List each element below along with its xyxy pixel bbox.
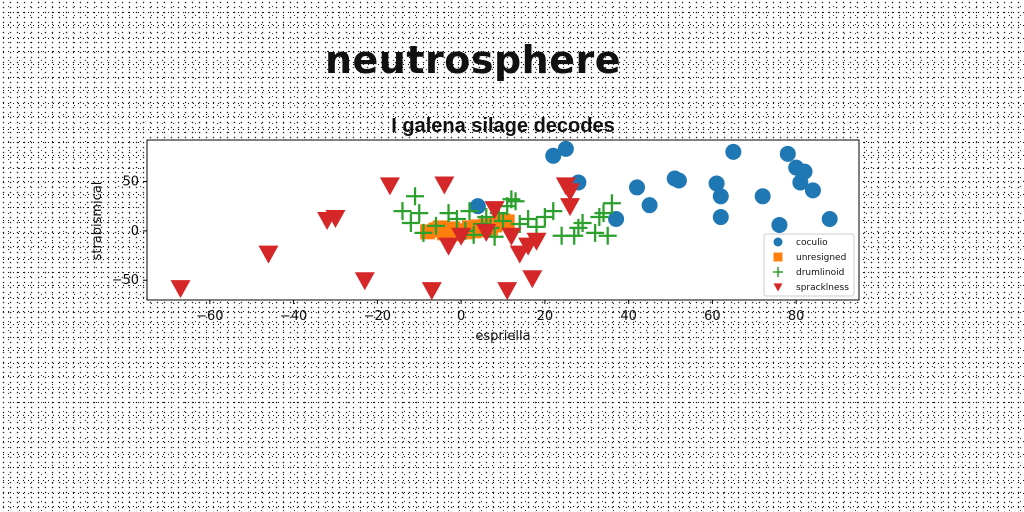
spracklness-point — [476, 223, 497, 242]
spracklness-point — [560, 183, 581, 202]
y-tick-label: −50 — [112, 273, 139, 288]
x-tick-label: −20 — [364, 309, 391, 324]
coculio-point — [725, 143, 742, 160]
drumlinoid-point — [406, 187, 425, 206]
drumlinoid-point — [464, 225, 483, 244]
drumlinoid-point — [565, 226, 584, 245]
spracklness-point — [379, 177, 400, 196]
drumlinoid-point — [477, 208, 496, 227]
spracklness-point — [526, 232, 547, 251]
legend-marker-drumlinoid — [773, 267, 783, 277]
x-tick-label: −40 — [280, 309, 307, 324]
drumlinoid-point — [502, 190, 521, 209]
legend: coculio unresigned drumlinoid spracklness — [763, 233, 855, 297]
legend-label-coculio: coculio — [796, 238, 828, 248]
legend-box — [763, 233, 855, 297]
spracklness-point — [509, 245, 530, 264]
x-tick-label: 0 — [457, 309, 465, 324]
legend-marker-unresigned — [773, 252, 783, 262]
legend-label-spracklness: spracklness — [796, 283, 849, 293]
coculio-point — [708, 175, 725, 192]
drumlinoid-point — [573, 213, 592, 232]
spracklness-point — [451, 227, 472, 246]
legend-marker-spracklness — [773, 283, 783, 292]
coculio-point — [779, 145, 796, 162]
drumlinoid-point — [460, 202, 479, 221]
x-tick-label: 60 — [704, 309, 721, 324]
coculio-point — [557, 140, 574, 157]
spracklness-point — [354, 272, 375, 291]
coculio-point — [754, 188, 771, 205]
drumlinoid-point — [506, 192, 525, 211]
drumlinoid-point — [393, 202, 412, 221]
coculio-point — [804, 182, 821, 199]
drumlinoid-point — [447, 210, 466, 229]
coculio-point — [641, 197, 658, 214]
coculio-point — [629, 179, 646, 196]
chart-title: I galena silage decodes — [391, 115, 614, 137]
spracklness-point — [325, 210, 346, 229]
drumlinoid-point — [602, 194, 621, 213]
x-tick-label: 20 — [537, 309, 554, 324]
y-axis-ticks: −50 0 50 — [112, 174, 147, 288]
spracklness-point — [434, 176, 455, 195]
drumlinoid-point — [544, 202, 563, 221]
drumlinoid-point — [426, 216, 445, 235]
legend-label-unresigned: unresigned — [796, 253, 846, 263]
series-spracklness — [170, 176, 581, 301]
drumlinoid-point — [586, 223, 605, 242]
page-title: neutrosphere — [324, 38, 622, 82]
x-axis-ticks: −60 −40 −20 0 20 40 60 80 — [196, 300, 804, 324]
spracklness-point — [170, 280, 191, 299]
spracklness-point — [497, 282, 518, 301]
spracklness-point — [258, 245, 279, 264]
x-tick-label: −60 — [196, 309, 223, 324]
y-tick-label: 50 — [122, 174, 139, 189]
y-axis-label: strabismical — [90, 182, 105, 261]
coculio-point — [821, 211, 838, 228]
spracklness-point — [560, 198, 581, 217]
drumlinoid-point — [590, 208, 609, 227]
spracklness-point — [438, 237, 459, 256]
drumlinoid-point — [598, 226, 617, 245]
coculio-point — [545, 147, 562, 164]
legend-label-drumlinoid: drumlinoid — [796, 268, 844, 278]
drumlinoid-point — [414, 223, 433, 242]
spracklness-point — [522, 270, 543, 289]
data-marks — [170, 140, 838, 301]
legend-marker-coculio — [773, 237, 783, 247]
coculio-point — [796, 163, 813, 180]
spracklness-point — [421, 282, 442, 301]
spracklness-point — [501, 227, 522, 246]
coculio-point — [608, 211, 625, 228]
x-tick-label: 40 — [620, 309, 637, 324]
spracklness-point — [484, 201, 505, 220]
coculio-point — [712, 188, 729, 205]
drumlinoid-point — [401, 213, 420, 232]
x-axis-label: espriella — [475, 329, 530, 344]
drumlinoid-point — [410, 204, 429, 223]
y-tick-label: 0 — [131, 224, 139, 239]
x-tick-label: 80 — [788, 309, 805, 324]
drumlinoid-point — [594, 204, 613, 223]
coculio-point — [670, 172, 687, 189]
coculio-point — [712, 209, 729, 226]
drumlinoid-point — [494, 211, 512, 230]
series-drumlinoid — [393, 187, 621, 246]
drumlinoid-point — [519, 210, 538, 229]
coculio-point — [771, 216, 788, 233]
